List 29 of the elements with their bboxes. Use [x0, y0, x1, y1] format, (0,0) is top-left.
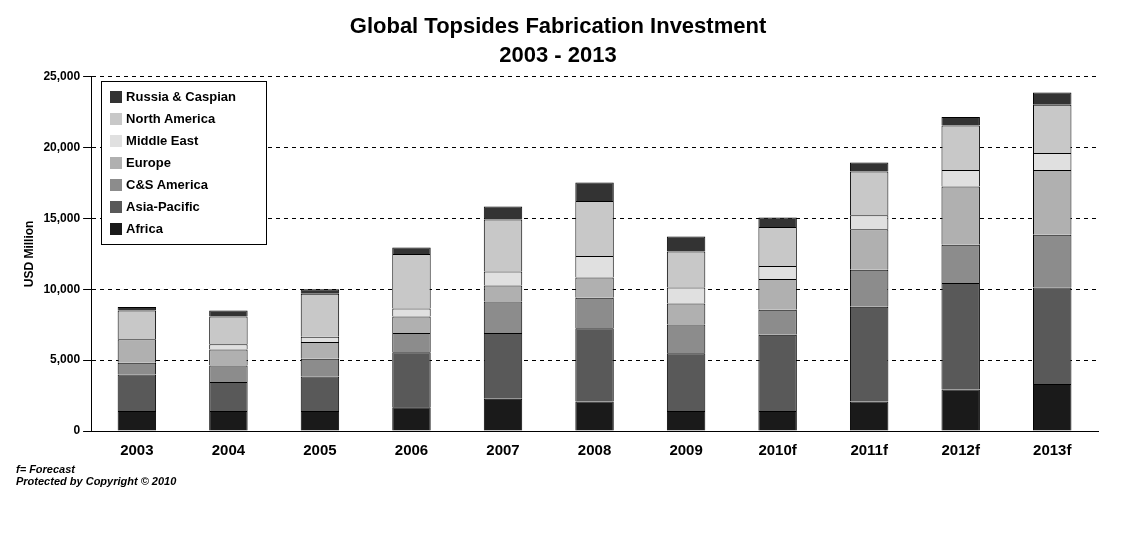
chart-subtitle: 2003 - 2013 — [499, 41, 617, 67]
y-tick-label: 5,000 — [50, 352, 81, 367]
chart-title: Global Topsides Fabrication Investment — [349, 13, 767, 39]
x-tick-label: 2010f — [758, 441, 798, 459]
legend-label: Middle East — [126, 131, 199, 150]
legend-label: Europe — [126, 153, 171, 172]
text: f= Forecast — [16, 463, 77, 475]
x-tick-label: 2009 — [669, 441, 703, 459]
x-tick-label: 2005 — [303, 441, 337, 459]
y-tick-label: 0 — [73, 423, 81, 438]
y-tick-label: 15,000 — [43, 210, 81, 225]
y-tick-label: 20,000 — [43, 139, 81, 154]
legend-label: Africa — [126, 219, 163, 238]
x-tick-label: 2004 — [211, 441, 246, 459]
x-tick-label: 2012f — [941, 441, 981, 459]
x-tick-label: 2008 — [577, 441, 612, 459]
x-tick-label: 2003 — [120, 441, 154, 459]
y-tick-label: 10,000 — [43, 281, 81, 296]
x-tick-label: 2006 — [394, 441, 429, 459]
x-tick-label: 2013f — [1033, 441, 1073, 459]
x-tick-label: 2007 — [486, 441, 520, 459]
legend-label: C&S America — [126, 175, 208, 194]
y-axis-title: USD Million — [21, 220, 36, 288]
text: Protected by Copyright © 2010 — [16, 475, 178, 487]
legend-label: Russia & Caspian — [126, 87, 236, 106]
legend-label: North America — [126, 109, 216, 128]
legend-label: Asia-Pacific — [126, 197, 200, 216]
y-tick-label: 25,000 — [43, 69, 81, 84]
x-tick-label: 2011f — [850, 441, 889, 459]
